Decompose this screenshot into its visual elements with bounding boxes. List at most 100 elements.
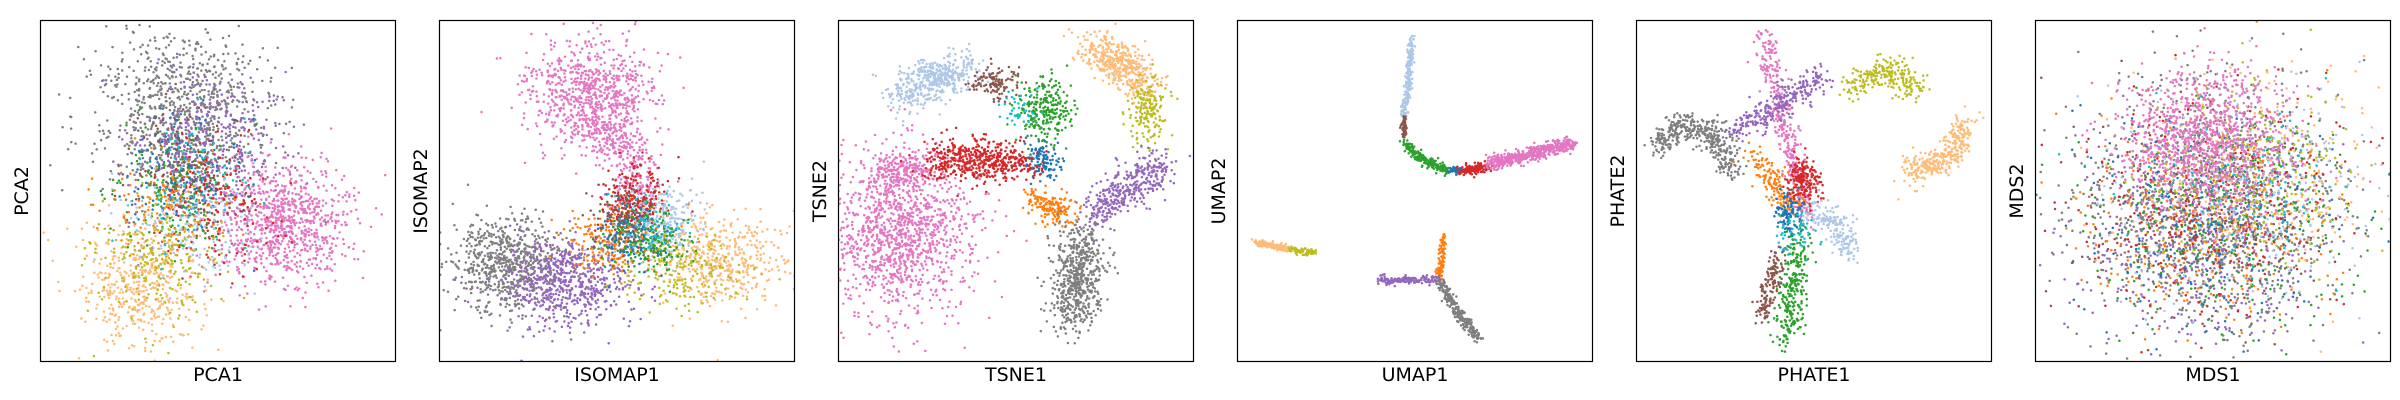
data-point: [80, 227, 84, 230]
data-point: [214, 192, 217, 196]
data-point: [338, 231, 341, 234]
data-point: [168, 207, 172, 211]
data-point: [221, 166, 224, 169]
data-point: [194, 204, 197, 208]
data-point: [602, 43, 606, 46]
data-point: [150, 266, 154, 269]
data-point: [184, 269, 188, 272]
data-point: [90, 177, 94, 180]
data-point: [257, 308, 261, 311]
data-point: [161, 181, 164, 184]
data-point: [642, 64, 646, 67]
data-point: [158, 254, 161, 257]
data-point: [143, 144, 147, 147]
data-point: [88, 69, 92, 72]
data-point: [321, 199, 325, 202]
data-point: [638, 149, 642, 152]
data-point: [583, 114, 586, 117]
data-point: [161, 150, 165, 154]
data-point: [341, 238, 345, 241]
data-point: [194, 172, 197, 176]
data-point: [340, 223, 343, 227]
data-point: [156, 61, 159, 65]
data-point: [182, 152, 185, 155]
data-point: [130, 162, 133, 165]
data-point: [637, 138, 641, 142]
data-point: [148, 231, 151, 234]
data-point: [254, 202, 257, 205]
data-point: [281, 209, 285, 213]
data-point: [280, 239, 284, 243]
data-point: [322, 241, 326, 245]
data-point: [601, 100, 605, 103]
data-point: [152, 224, 155, 227]
data-point: [628, 89, 631, 92]
data-point: [309, 247, 312, 251]
data-point: [301, 220, 304, 224]
data-point: [282, 287, 286, 291]
data-point: [148, 173, 152, 176]
data-point: [80, 264, 84, 267]
data-point: [221, 139, 224, 142]
data-point: [495, 57, 499, 60]
data-point: [587, 101, 590, 105]
data-point: [549, 109, 553, 112]
data-point: [618, 144, 621, 148]
data-point: [642, 83, 645, 86]
data-point: [163, 145, 166, 148]
data-point: [191, 138, 195, 141]
data-point: [267, 219, 270, 223]
data-point: [236, 166, 240, 170]
data-point: [288, 249, 292, 253]
axes-frame: [39, 19, 397, 363]
data-point: [134, 230, 137, 234]
data-point: [272, 236, 275, 239]
data-point: [158, 88, 162, 92]
data-point: [240, 116, 243, 120]
data-point: [594, 87, 597, 91]
data-point: [257, 210, 261, 214]
data-point: [225, 191, 228, 195]
data-point: [139, 174, 142, 177]
data-point: [510, 106, 513, 110]
data-point: [208, 258, 212, 261]
data-point: [241, 72, 244, 76]
data-point: [585, 45, 589, 48]
data-point: [301, 296, 305, 300]
data-point: [621, 102, 624, 106]
data-point: [206, 134, 209, 137]
data-point: [300, 229, 304, 233]
data-point: [169, 172, 173, 176]
data-point: [137, 275, 140, 278]
data-point: [163, 277, 166, 280]
data-point: [574, 88, 578, 91]
data-point: [134, 202, 137, 206]
data-point: [180, 333, 183, 336]
data-point: [358, 222, 362, 225]
data-point: [203, 196, 206, 199]
data-point: [562, 113, 566, 117]
data-point: [201, 172, 204, 176]
data-point: [90, 282, 94, 286]
data-point: [618, 136, 621, 140]
data-point: [257, 247, 261, 250]
data-point: [313, 236, 317, 239]
data-point: [127, 346, 131, 350]
data-point: [86, 309, 90, 313]
data-point: [280, 219, 283, 223]
data-point: [252, 162, 255, 165]
data-point: [201, 167, 205, 170]
data-point: [289, 237, 293, 241]
data-point: [195, 121, 198, 125]
data-point: [333, 224, 337, 228]
data-point: [99, 64, 103, 67]
data-point: [335, 213, 338, 217]
data-point: [342, 174, 346, 178]
data-point: [277, 247, 281, 251]
data-point: [152, 246, 155, 250]
data-point: [299, 259, 302, 263]
data-point: [330, 257, 333, 261]
data-point: [247, 62, 250, 66]
data-point: [139, 268, 142, 272]
data-point: [653, 163, 656, 166]
